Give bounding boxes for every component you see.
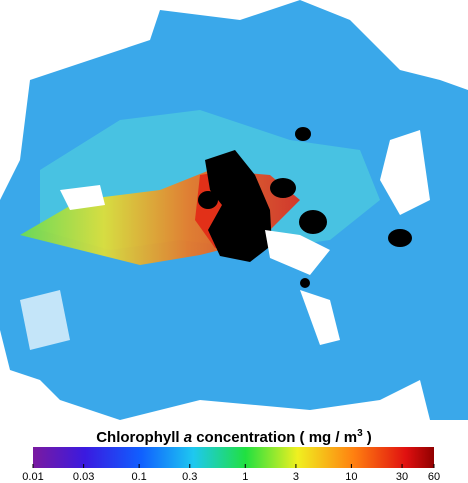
title-superscript: 3	[357, 428, 363, 439]
title-text: concentration ( mg / m	[192, 429, 357, 446]
colorbar	[33, 447, 434, 468]
title-text: )	[363, 429, 372, 446]
tick-label: 1	[242, 471, 248, 483]
tick-label: 60	[428, 471, 440, 483]
tick-label: 0.3	[182, 471, 197, 483]
tick-label: 0.01	[22, 471, 43, 483]
tick-label: 0.1	[131, 471, 146, 483]
colorbar-title: Chlorophyll a concentration ( mg / m3 )	[96, 428, 372, 446]
title-italic: a	[184, 429, 192, 446]
tick-label: 0.03	[73, 471, 94, 483]
title-text: Chlorophyll	[96, 429, 184, 446]
map	[0, 0, 468, 420]
tick-label: 10	[345, 471, 357, 483]
tick-label: 3	[293, 471, 299, 483]
tick-label: 30	[396, 471, 408, 483]
